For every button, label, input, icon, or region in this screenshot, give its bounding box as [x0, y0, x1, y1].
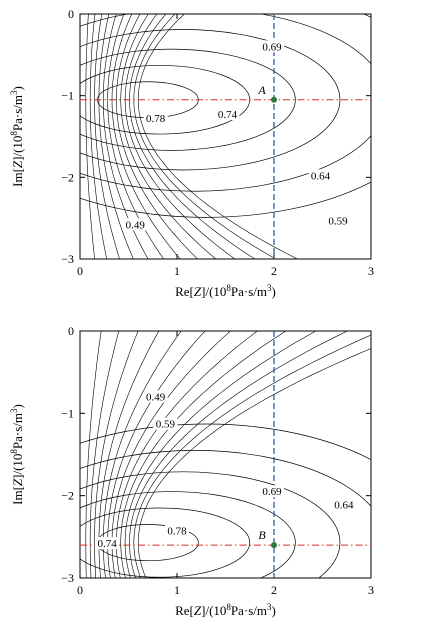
operating-point-marker: [271, 96, 277, 103]
contour-line: [103, 331, 182, 578]
y-tick-label: −3: [61, 252, 74, 266]
contour-label: 0.59: [328, 215, 348, 227]
contour-label-bg: [143, 390, 168, 403]
y-tick-label: 0: [68, 7, 74, 21]
plot-frame: [79, 13, 372, 260]
contour-label-bg: [308, 169, 333, 182]
contour-line: [89, 14, 107, 259]
contour-label-bg: [153, 417, 178, 430]
contour-label-bg: [260, 40, 285, 53]
contour-label-bg: [123, 218, 148, 231]
contour-line: [129, 14, 256, 259]
contour-line: [80, 450, 371, 507]
x-axis-label: Re[Z]/(108Pa·s/m3): [175, 283, 276, 299]
contour-line: [94, 331, 139, 578]
contour-line: [80, 423, 371, 461]
contour-line: [120, 331, 286, 578]
contour-label-bg: [215, 108, 240, 121]
y-tick-label: −3: [61, 571, 74, 585]
contour-line: [85, 14, 95, 259]
contour-label-bg: [95, 537, 120, 550]
y-axis-label: Im[Z]/(108Pa·s/m3): [9, 404, 25, 505]
contour-line: [103, 14, 149, 259]
x-tick-label: 1: [174, 583, 180, 597]
contour-line: [80, 507, 251, 578]
operating-point-marker: [271, 542, 277, 549]
x-tick-label: 3: [368, 264, 374, 278]
contour-line: [80, 48, 296, 151]
contour-label-bg: [165, 524, 189, 537]
contour-line: [111, 14, 181, 259]
contour-label: 0.49: [126, 219, 146, 231]
contour-label: 0.69: [262, 41, 282, 53]
contour-line: [80, 491, 296, 578]
contour-line: [80, 14, 371, 192]
plot-frame: [79, 330, 372, 579]
contour-lines: [80, 14, 371, 259]
contour-line: [137, 348, 371, 578]
contour-label-bg: [260, 485, 285, 498]
contour-line: [107, 14, 164, 259]
y-tick-label: 0: [68, 324, 74, 338]
y-axis-label: Im[Z]/(108Pa·s/m3): [9, 86, 25, 187]
top-contour-panel: 0 1 2 3 0 −1 −2 −3 0.78 0.74 0.69 0.64 0.59 0.49 A Re[Z…: [9, 7, 374, 299]
x-tick-label: 2: [271, 583, 277, 597]
contour-line: [116, 14, 198, 259]
contour-line: [116, 331, 258, 578]
contour-label: 0.78: [167, 526, 187, 538]
contour-line: [80, 29, 341, 171]
contour-line: [133, 14, 276, 259]
contour-line: [107, 331, 206, 578]
contour-label: 0.74: [218, 109, 238, 121]
x-tick-label: 2: [271, 264, 277, 278]
y-tick-label: −1: [61, 406, 74, 420]
contour-line: [120, 14, 216, 259]
contour-line: [124, 14, 236, 259]
operating-point-label: B: [258, 528, 266, 542]
bottom-contour-panel: 0 1 2 3 0 −1 −2 −3 0.49 0.59 0.69 0.64 0.78 0.74 B Re[Z…: [9, 324, 374, 618]
contour-line: [111, 331, 231, 578]
contour-line: [85, 331, 102, 578]
operating-point-label: A: [257, 83, 266, 97]
contour-label: 0.78: [146, 113, 166, 125]
contour-line: [80, 471, 341, 578]
contour-label: 0.59: [156, 419, 176, 431]
contour-line: [98, 331, 160, 578]
contour-label: 0.74: [98, 538, 118, 550]
x-tick-label: 1: [174, 264, 180, 278]
x-tick-label: 3: [368, 583, 374, 597]
contour-line: [133, 334, 371, 578]
y-tick-label: −2: [61, 170, 74, 184]
contour-label-bg: [331, 498, 356, 511]
y-tick-label: −2: [61, 489, 74, 503]
contour-line: [129, 331, 348, 578]
contour-line: [98, 14, 134, 259]
x-tick-label: 0: [77, 264, 83, 278]
contour-label: 0.64: [334, 499, 354, 511]
contour-label-bg: [143, 112, 168, 125]
contour-line: [124, 331, 316, 578]
contour-label: 0.49: [146, 392, 166, 404]
x-tick-label: 0: [77, 583, 83, 597]
contour-line: [89, 331, 120, 578]
y-tick-label: −1: [61, 89, 74, 103]
contour-label: 0.69: [262, 486, 282, 498]
contour-line: [137, 14, 298, 259]
contour-line: [94, 14, 120, 259]
contour-label: 0.64: [311, 170, 331, 182]
contour-line: [80, 14, 371, 218]
contour-label-bg: [326, 214, 351, 227]
x-axis-label: Re[Z]/(108Pa·s/m3): [175, 602, 276, 618]
contour-lines: [80, 331, 371, 578]
